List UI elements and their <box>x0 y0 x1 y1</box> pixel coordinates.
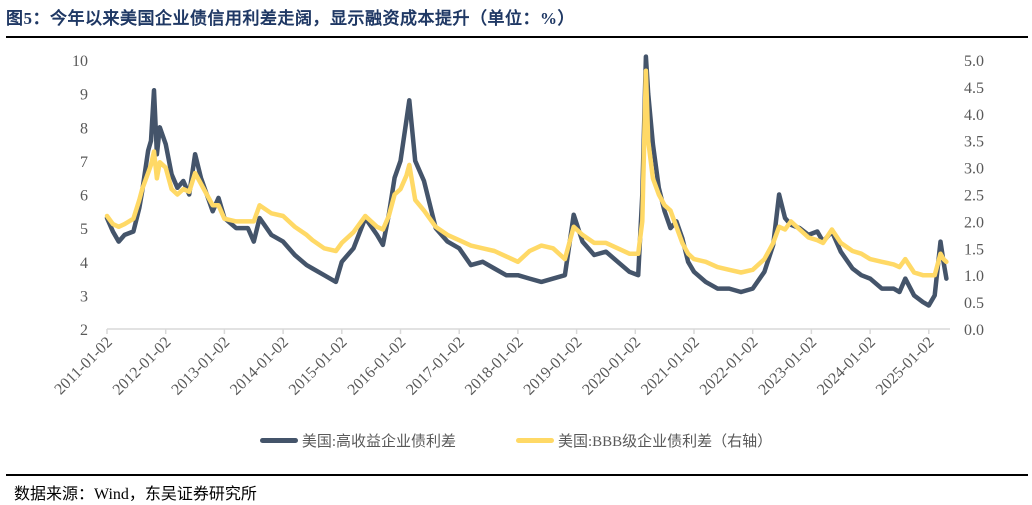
x-tick-label: 2024-01-02 <box>814 334 879 399</box>
right-tick-label: 1.0 <box>964 268 984 285</box>
legend-label: 美国:高收益企业债利差 <box>301 434 456 450</box>
right-tick-label: 2.5 <box>964 188 984 205</box>
right-tick-label: 0.5 <box>964 295 984 312</box>
left-tick-label: 7 <box>80 154 88 171</box>
left-tick-label: 4 <box>80 255 88 272</box>
left-tick-label: 8 <box>80 120 88 137</box>
x-tick-label: 2013-01-02 <box>168 334 233 399</box>
x-tick-label: 2025-01-02 <box>873 334 938 399</box>
x-tick-label: 2019-01-02 <box>521 334 586 399</box>
left-y-axis: 2 3 4 5 6 7 8 9 10 <box>72 53 88 339</box>
chart-title: 图5：今年以来美国企业债信用利差走阔，显示融资成本提升（单位：%） <box>6 9 575 28</box>
x-tick-label: 2021-01-02 <box>638 334 703 399</box>
x-tick-label: 2017-01-02 <box>403 334 468 399</box>
right-tick-label: 4.5 <box>964 80 984 97</box>
data-source-note: 数据来源：Wind，东吴证券研究所 <box>14 486 257 503</box>
right-tick-label: 4.0 <box>964 107 984 124</box>
left-tick-label: 9 <box>80 87 88 104</box>
plot-area <box>104 54 949 308</box>
right-tick-label: 3.0 <box>964 161 984 178</box>
right-tick-label: 5.0 <box>964 53 984 70</box>
left-tick-label: 2 <box>80 322 88 339</box>
bbb-spread-line <box>104 68 949 278</box>
left-tick-label: 6 <box>80 188 88 205</box>
x-tick-label: 2015-01-02 <box>286 334 351 399</box>
right-tick-label: 3.5 <box>964 134 984 151</box>
left-tick-label: 10 <box>72 53 88 70</box>
left-tick-label: 5 <box>80 221 88 238</box>
x-tick-label: 2020-01-02 <box>579 334 644 399</box>
legend-swatch-icon <box>259 438 298 443</box>
legend-label: 美国:BBB级企业债利差（右轴） <box>557 434 773 450</box>
left-tick-label: 3 <box>80 288 88 305</box>
legend-item-bbb: 美国:BBB级企业债利差（右轴） <box>515 430 773 451</box>
legend-swatch-icon <box>515 438 554 443</box>
x-tick-label: 2022-01-02 <box>697 334 762 399</box>
legend-item-high-yield: 美国:高收益企业债利差 <box>259 430 456 451</box>
x-tick-label: 2018-01-02 <box>462 334 527 399</box>
x-axis: 2011-01-022012-01-022013-01-022014-01-02… <box>51 329 938 399</box>
legend: 美国:高收益企业债利差 美国:BBB级企业债利差（右轴） <box>0 430 1032 451</box>
x-tick-label: 2014-01-02 <box>227 334 292 399</box>
right-tick-label: 2.0 <box>964 214 984 231</box>
x-tick-label: 2011-01-02 <box>51 334 115 398</box>
x-tick-label: 2012-01-02 <box>110 334 175 399</box>
right-tick-label: 1.5 <box>964 241 984 258</box>
high-yield-spread-line <box>104 54 949 308</box>
right-y-axis: 0.0 0.5 1.0 1.5 2.0 2.5 3.0 3.5 4.0 4.5 5.0 <box>964 53 984 339</box>
x-tick-label: 2016-01-02 <box>345 334 410 399</box>
right-tick-label: 0.0 <box>964 322 984 339</box>
bottom-divider <box>6 474 1028 476</box>
x-tick-label: 2023-01-02 <box>755 334 820 399</box>
top-divider <box>6 36 1028 38</box>
line-chart: 2 3 4 5 6 7 8 9 10 0.0 0.5 1.0 1.5 2.0 2.5 3.0 3.5 4.0 4.… <box>51 53 984 399</box>
